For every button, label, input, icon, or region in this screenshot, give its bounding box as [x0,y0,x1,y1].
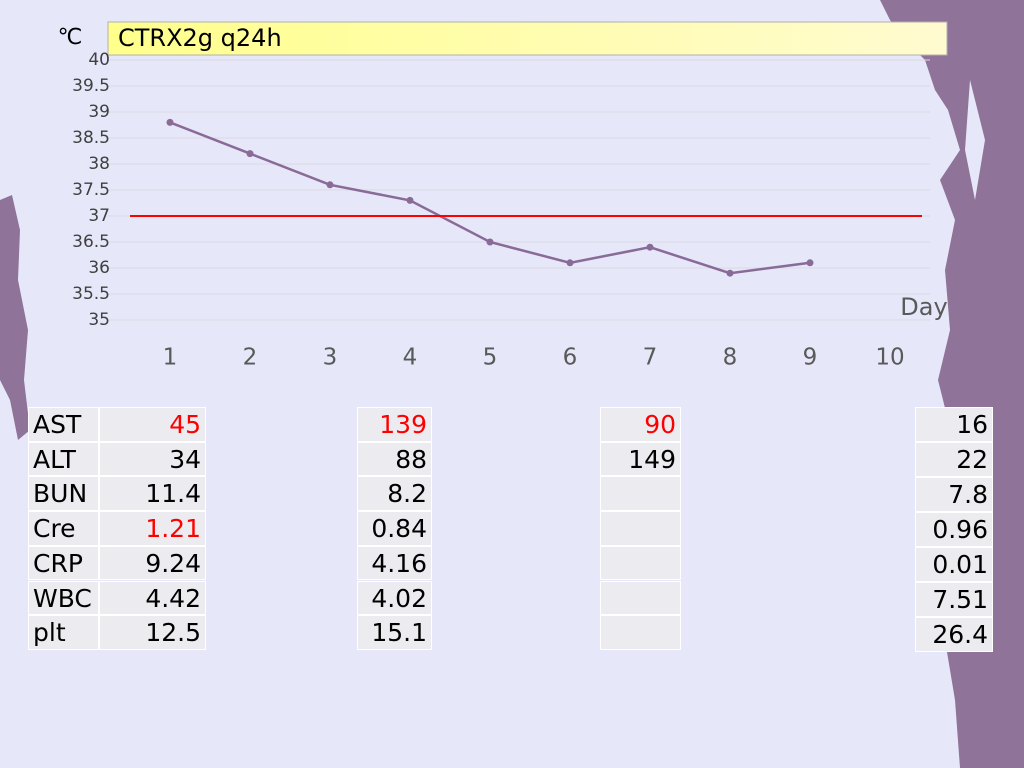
y-tick-label: 40 [88,50,110,70]
table-value [600,476,681,512]
y-tick-label: 36.5 [72,232,110,252]
y-axis-label: ℃ [58,25,83,50]
table-label: WBC [28,580,99,616]
y-tick-label: 35 [88,310,110,330]
y-tick-label: 39 [88,102,110,122]
data-point [726,269,734,277]
table-value: 34 [99,441,206,477]
table-value: 149 [600,441,681,477]
x-axis-label: Day [900,293,947,321]
table-value: 7.51 [915,582,993,617]
table-value: 4.16 [357,545,432,581]
chart-title: CTRX2g q24h [118,24,282,52]
x-tick-label: 5 [483,345,498,371]
data-line [169,121,811,275]
table-value: 8.2 [357,476,432,512]
title-box [107,21,948,56]
table-value: 4.42 [99,580,206,616]
y-tick-label: 39.5 [72,76,110,96]
data-point [646,243,654,251]
table-value: 4.02 [357,580,432,616]
table-label: ALT [28,441,99,477]
table-label: Cre [28,511,99,546]
y-tick-label: 37.5 [72,180,110,200]
x-tick-label: 10 [875,345,904,371]
y-tick-label: 36 [88,258,110,278]
data-point [806,259,814,267]
y-tick-label: 38 [88,154,110,174]
table-label: CRP [28,545,99,581]
table-value: 12.5 [99,615,206,650]
table-value: 9.24 [99,545,206,581]
x-tick-label: 4 [403,345,418,371]
table-value: 7.8 [915,477,993,512]
decoration [880,0,1024,768]
table-value: 15.1 [357,615,432,650]
data-point [566,259,574,267]
x-tick-label: 1 [163,345,178,371]
table-value: 90 [600,407,681,442]
data-point [406,196,414,204]
x-tick-label: 6 [563,345,578,371]
data-point [486,238,494,246]
table-label: plt [28,615,99,650]
table-label: BUN [28,476,99,512]
table-value: 0.84 [357,511,432,546]
table-label: AST [28,407,99,442]
data-point [166,118,174,126]
x-tick-label: 9 [803,345,818,371]
x-tick-label: 7 [643,345,658,371]
x-tick-label: 2 [243,345,258,371]
table-value: 45 [99,407,206,442]
y-tick-label: 37 [88,206,110,226]
decoration [0,195,30,440]
table-value: 0.96 [915,512,993,547]
data-point [246,150,254,158]
table-value [600,580,681,616]
x-tick-label: 3 [323,345,338,371]
table-value: 139 [357,407,432,442]
data-point [326,181,334,189]
x-tick-label: 8 [723,345,738,371]
table-value: 0.01 [915,547,993,582]
table-value: 22 [915,442,993,477]
table-value: 1.21 [99,511,206,546]
table-value: 26.4 [915,617,993,652]
table-value [600,615,681,650]
table-value: 11.4 [99,476,206,512]
table-value [600,511,681,546]
decoration [965,80,985,200]
table-value: 16 [915,407,993,442]
y-tick-label: 35.5 [72,284,110,304]
table-value [600,545,681,581]
table-value: 88 [357,441,432,477]
y-tick-label: 38.5 [72,128,110,148]
